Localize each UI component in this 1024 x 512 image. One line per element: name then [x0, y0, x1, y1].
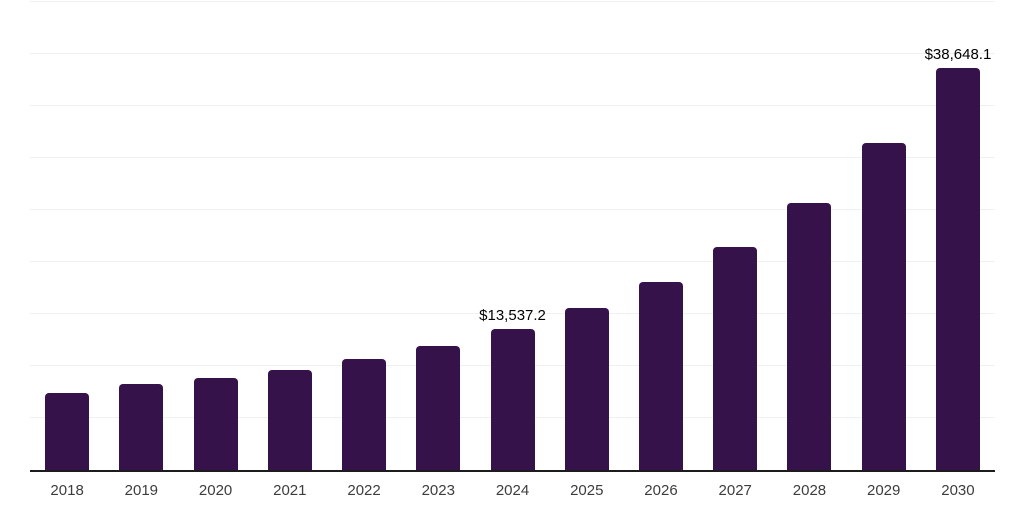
bar-value-label: $13,537.2: [479, 306, 546, 324]
x-tick-label: 2024: [495, 482, 530, 499]
x-axis-labels: 2018 2019 2020 2021 2022 2023 2024 2025 2026 2027…: [30, 482, 995, 499]
x-tick-label: 2018: [50, 482, 84, 499]
bar-column: [624, 2, 698, 470]
bar-2027: [713, 247, 758, 470]
bars-container: $13,537.2 $38,648.1: [30, 2, 995, 470]
bar-2030: [935, 68, 980, 470]
bar-2022: [342, 359, 387, 470]
bar-2018: [45, 393, 90, 470]
bar-column: $38,648.1: [921, 2, 995, 470]
bar-column: [847, 2, 921, 470]
bar-column: [104, 2, 178, 470]
bar-column: [253, 2, 327, 470]
gridline: [30, 1, 995, 2]
x-tick-label: 2026: [644, 482, 678, 499]
bar-2023: [416, 346, 461, 470]
plot-area: $13,537.2 $38,648.1: [30, 1, 995, 472]
bar-2026: [638, 282, 683, 470]
gridline: [30, 209, 995, 210]
bar-value-label: $38,648.1: [924, 45, 992, 63]
x-tick-label: 2025: [570, 482, 604, 499]
bar-2020: [193, 378, 238, 470]
bar-column: [401, 2, 475, 470]
bar-2029: [861, 143, 906, 470]
bar-column: [772, 2, 846, 470]
bar-2021: [267, 370, 312, 470]
gridline: [30, 313, 995, 314]
bar-2025: [564, 308, 609, 470]
x-tick-label: 2021: [273, 482, 307, 499]
bar-column: [550, 2, 624, 470]
gridline: [30, 261, 995, 262]
bar-column: [30, 2, 104, 470]
x-tick-label: 2019: [124, 482, 159, 499]
x-tick-label: 2022: [347, 482, 381, 499]
bar-column: [327, 2, 401, 470]
x-tick-label: 2023: [421, 482, 455, 499]
gridline: [30, 105, 995, 106]
x-tick-label: 2030: [941, 482, 975, 499]
bar-column: [698, 2, 772, 470]
bar-column: [178, 2, 252, 470]
gridline: [30, 53, 995, 54]
x-tick-label: 2020: [198, 482, 233, 499]
bar-2019: [119, 384, 164, 470]
x-tick-label: 2028: [792, 482, 827, 499]
x-tick-label: 2029: [867, 482, 901, 499]
gridline: [30, 157, 995, 158]
bar-2028: [787, 203, 832, 470]
x-tick-label: 2027: [718, 482, 752, 499]
bar-column: $13,537.2: [475, 2, 549, 470]
bar-2024: [490, 329, 535, 470]
